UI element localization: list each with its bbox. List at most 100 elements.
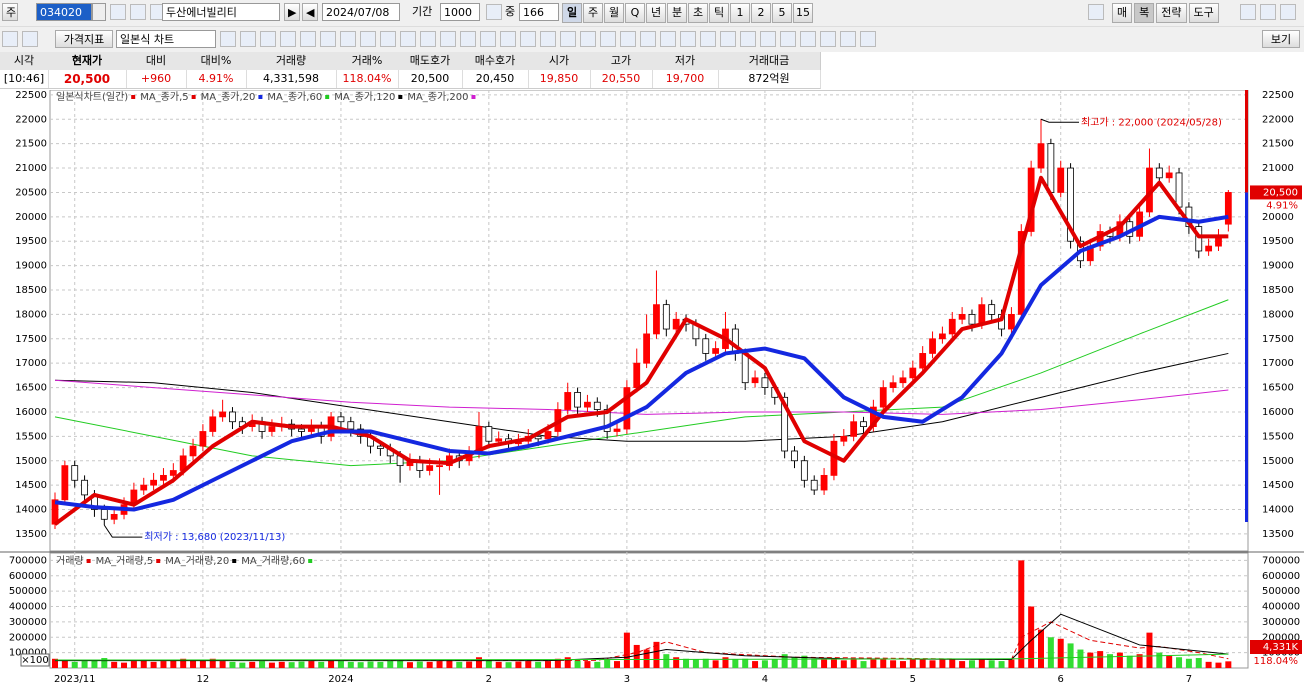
tool-icon[interactable] bbox=[620, 31, 636, 47]
tool-icon[interactable] bbox=[780, 31, 796, 47]
candle-body bbox=[1165, 172, 1173, 179]
tool-icon[interactable] bbox=[660, 31, 676, 47]
volume-bar bbox=[377, 661, 384, 668]
candle-body bbox=[81, 479, 88, 496]
tool-icon[interactable] bbox=[220, 31, 236, 47]
candle-body bbox=[889, 382, 897, 388]
volume-bar bbox=[318, 661, 325, 668]
interval-button[interactable]: 주 bbox=[583, 3, 603, 23]
interval-button[interactable]: 분 bbox=[667, 3, 687, 23]
price-change: 4.91% bbox=[1266, 200, 1298, 211]
tool-icon[interactable] bbox=[486, 4, 502, 20]
tool-icon[interactable] bbox=[240, 31, 256, 47]
tool-icon[interactable] bbox=[22, 31, 38, 47]
volume-bar bbox=[91, 660, 98, 668]
tool-icon[interactable] bbox=[680, 31, 696, 47]
volume-bar bbox=[298, 661, 305, 668]
tool-icon[interactable] bbox=[600, 31, 616, 47]
tool-icon[interactable] bbox=[720, 31, 736, 47]
tool-icon[interactable] bbox=[280, 31, 296, 47]
toolbar-button[interactable]: 매 bbox=[1112, 3, 1133, 23]
tool-icon[interactable] bbox=[440, 31, 456, 47]
stock-name[interactable]: 두산에너빌리티 bbox=[162, 3, 280, 21]
volume-bar bbox=[623, 632, 630, 668]
count-input[interactable]: 166 bbox=[519, 3, 559, 21]
y-tick-label: 200000 bbox=[9, 632, 47, 643]
interval-button[interactable]: 2 bbox=[751, 3, 771, 23]
volume-bar bbox=[328, 659, 335, 668]
volume-bar bbox=[692, 659, 699, 668]
chart-type-select[interactable]: 일본식 차트 bbox=[116, 30, 216, 48]
view-button[interactable]: 보기 bbox=[1262, 30, 1300, 48]
interval-button[interactable]: 일 bbox=[562, 3, 582, 23]
legend-marker bbox=[131, 95, 136, 99]
interval-button[interactable]: 1 bbox=[730, 3, 750, 23]
tool-icon[interactable] bbox=[840, 31, 856, 47]
y-tick-label: 15000 bbox=[15, 456, 47, 467]
indicator-button[interactable]: 가격지표 bbox=[55, 30, 113, 48]
volume-bar bbox=[919, 658, 926, 668]
drawing-tools bbox=[218, 30, 878, 48]
candle-body bbox=[751, 377, 759, 384]
interval-button[interactable]: 월 bbox=[604, 3, 624, 23]
dropdown[interactable] bbox=[92, 3, 106, 21]
tool-icon[interactable] bbox=[860, 31, 876, 47]
volume-bar bbox=[81, 661, 88, 668]
tool-icon[interactable] bbox=[130, 4, 146, 20]
tool-icon[interactable] bbox=[800, 31, 816, 47]
tool-icon[interactable] bbox=[1260, 4, 1276, 20]
tool-icon[interactable] bbox=[380, 31, 396, 47]
candle-body bbox=[150, 479, 158, 486]
tool-icon[interactable] bbox=[500, 31, 516, 47]
interval-button[interactable]: 년 bbox=[646, 3, 666, 23]
tool-icon[interactable] bbox=[110, 4, 126, 20]
tool-icon[interactable] bbox=[340, 31, 356, 47]
tool-icon[interactable] bbox=[320, 31, 336, 47]
next-button[interactable]: ▶ bbox=[284, 3, 300, 21]
tool-icon[interactable] bbox=[1240, 4, 1256, 20]
tool-icon[interactable] bbox=[300, 31, 316, 47]
date-input[interactable]: 2024/07/08 bbox=[322, 3, 400, 21]
candle-body bbox=[672, 318, 680, 330]
tool-icon[interactable] bbox=[360, 31, 376, 47]
prev-button[interactable]: ◀ bbox=[302, 3, 318, 21]
tool-icon[interactable] bbox=[1280, 4, 1296, 20]
interval-button[interactable]: 초 bbox=[688, 3, 708, 23]
tool-icon[interactable] bbox=[460, 31, 476, 47]
toolbar-button[interactable]: 복 bbox=[1134, 3, 1155, 23]
tool-icon[interactable] bbox=[820, 31, 836, 47]
interval-button[interactable]: 틱 bbox=[709, 3, 729, 23]
interval-button[interactable]: 5 bbox=[772, 3, 792, 23]
volume-bar bbox=[1136, 654, 1143, 668]
tool-icon[interactable] bbox=[2, 31, 18, 47]
toolbar-button[interactable]: 전략 bbox=[1156, 3, 1187, 23]
tool-icon[interactable] bbox=[540, 31, 556, 47]
volume-bar bbox=[357, 662, 364, 668]
y-tick-label: 15500 bbox=[15, 431, 47, 442]
y-tick-label: 20000 bbox=[1262, 212, 1294, 223]
tool-icon[interactable] bbox=[760, 31, 776, 47]
legend-label: MA_거래량,20 bbox=[165, 555, 229, 567]
y-tick-label: 16500 bbox=[15, 383, 47, 394]
tool-icon[interactable] bbox=[400, 31, 416, 47]
tool-icon[interactable] bbox=[420, 31, 436, 47]
y-tick-label: 18000 bbox=[15, 309, 47, 320]
candle-body bbox=[169, 470, 177, 476]
tool-icon[interactable] bbox=[260, 31, 276, 47]
tool-icon[interactable] bbox=[700, 31, 716, 47]
tool-icon[interactable] bbox=[520, 31, 536, 47]
interval-button[interactable]: 15 bbox=[793, 3, 813, 23]
tool-icon[interactable] bbox=[640, 31, 656, 47]
tool-icon[interactable] bbox=[740, 31, 756, 47]
tool-icon[interactable] bbox=[560, 31, 576, 47]
cloud-icon[interactable] bbox=[1088, 4, 1104, 20]
tool-icon[interactable] bbox=[480, 31, 496, 47]
code-input[interactable]: 034020 bbox=[36, 3, 92, 21]
tool-icon[interactable] bbox=[580, 31, 596, 47]
interval-button[interactable]: Q bbox=[625, 3, 645, 23]
period-input[interactable]: 1000 bbox=[440, 3, 480, 21]
candle-body bbox=[574, 392, 581, 408]
toolbar-button[interactable]: 도구 bbox=[1188, 3, 1219, 23]
code-label[interactable]: 주 bbox=[2, 3, 18, 21]
